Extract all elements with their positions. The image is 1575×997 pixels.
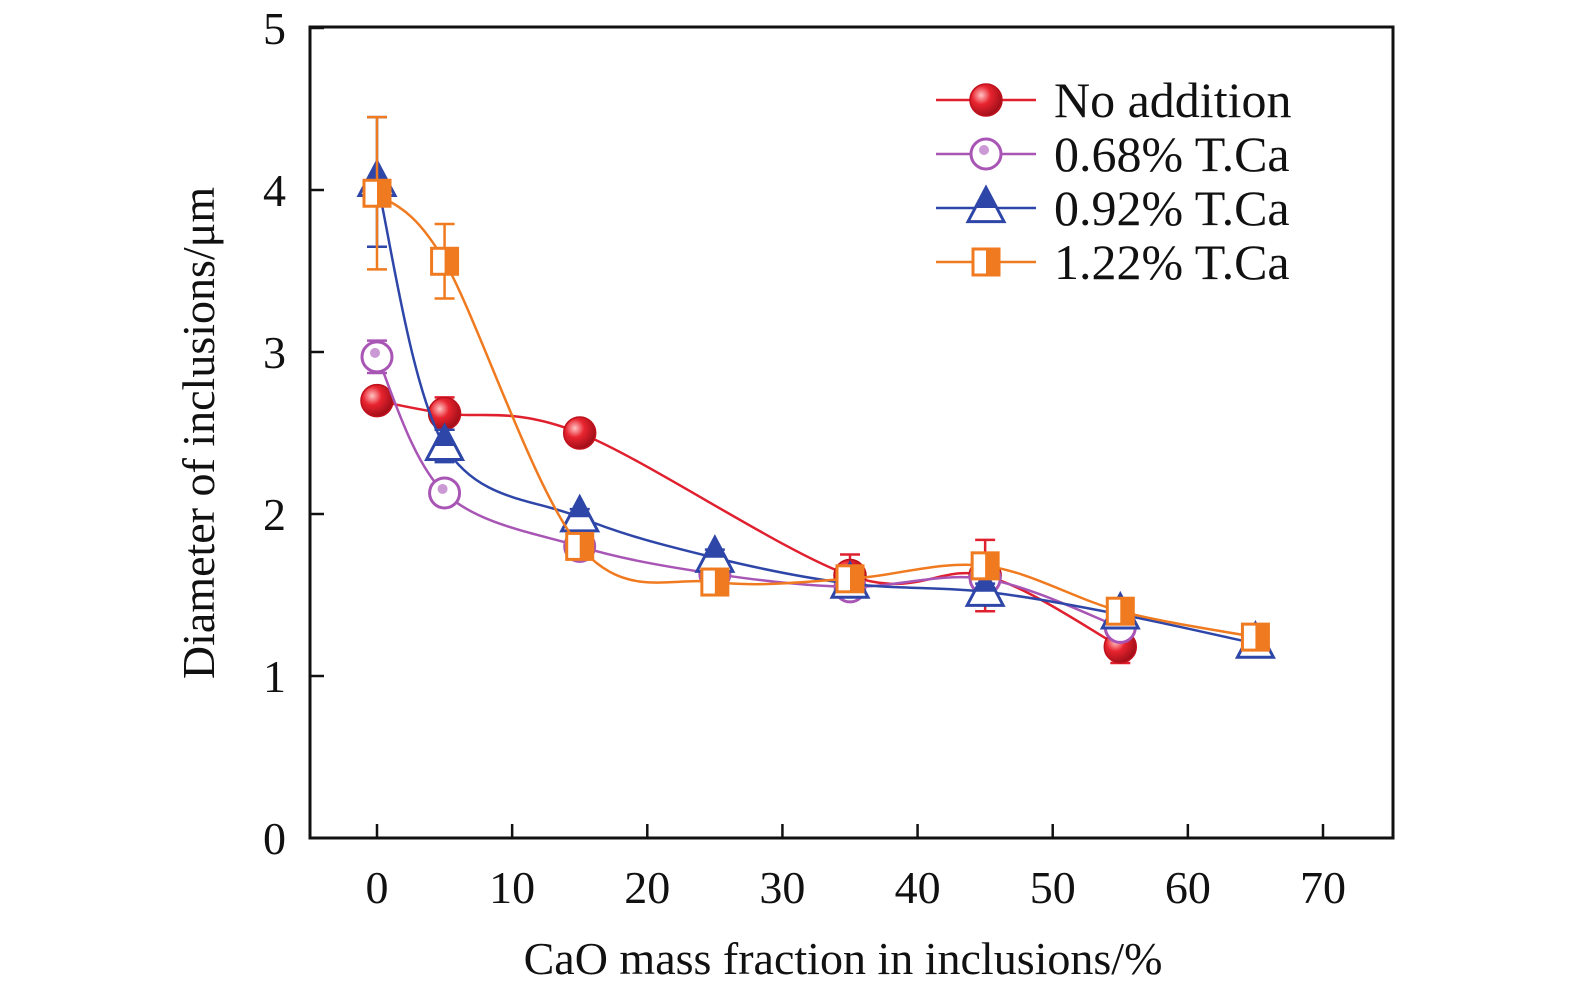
y-tick-label: 0	[263, 813, 286, 864]
data-point	[700, 567, 730, 597]
legend-label: 1.22% T.Ca	[1054, 234, 1290, 290]
y-tick-label: 5	[263, 3, 286, 54]
series-layer	[356, 115, 1276, 665]
y-tick-label: 3	[263, 327, 286, 378]
x-tick-label: 50	[1030, 862, 1076, 913]
x-tick-label: 70	[1300, 862, 1346, 913]
y-tick-label: 2	[263, 489, 286, 540]
legend-item: 1.22% T.Ca	[936, 234, 1290, 290]
plot-area	[308, 25, 1395, 840]
y-axis: 0 1 2 3 4 5	[263, 3, 324, 864]
data-point	[562, 416, 597, 450]
series-4	[362, 115, 1270, 652]
x-tick-label: 40	[895, 862, 941, 913]
legend-marker	[971, 247, 1001, 277]
data-point	[565, 531, 595, 561]
legend-label: 0.92% T.Ca	[1054, 180, 1290, 236]
legend-marker	[965, 184, 1007, 224]
data-point	[970, 551, 1000, 581]
data-point	[964, 568, 1006, 607]
x-tick-label: 10	[489, 862, 535, 913]
series-line	[376, 192, 1256, 639]
legend-item: No addition	[936, 72, 1291, 128]
series-line	[376, 399, 1121, 648]
data-point	[1240, 622, 1270, 652]
x-axis: 0 10 20 30 40 50 60 70	[366, 824, 1346, 913]
y-tick-label: 1	[263, 651, 286, 702]
y-tick-label: 4	[263, 165, 286, 216]
plot-frame	[308, 25, 1395, 840]
legend-label: 0.68% T.Ca	[1054, 126, 1290, 182]
data-point	[360, 383, 394, 418]
data-point	[362, 178, 392, 208]
x-axis-title: CaO mass fraction in inclusions/%	[524, 933, 1163, 984]
series-line	[375, 356, 1121, 629]
legend-marker	[969, 83, 1003, 117]
data-point	[835, 564, 865, 594]
data-point	[559, 493, 601, 533]
x-tick-label: 60	[1165, 862, 1211, 913]
data-point	[360, 340, 394, 374]
x-tick-label: 30	[759, 862, 805, 913]
x-tick-label: 0	[366, 862, 389, 913]
legend-marker	[969, 137, 1003, 171]
legend-label: No addition	[1054, 72, 1291, 128]
data-point	[424, 422, 466, 462]
y-axis-title: Diameter of inclusions/μm	[173, 187, 224, 679]
series-1	[360, 383, 1138, 665]
data-point	[1105, 596, 1135, 626]
x-tick-label: 20	[624, 862, 670, 913]
data-point	[428, 476, 462, 510]
data-point	[430, 246, 460, 276]
legend-item: 0.68% T.Ca	[936, 126, 1290, 182]
legend-item: 0.92% T.Ca	[936, 180, 1290, 236]
